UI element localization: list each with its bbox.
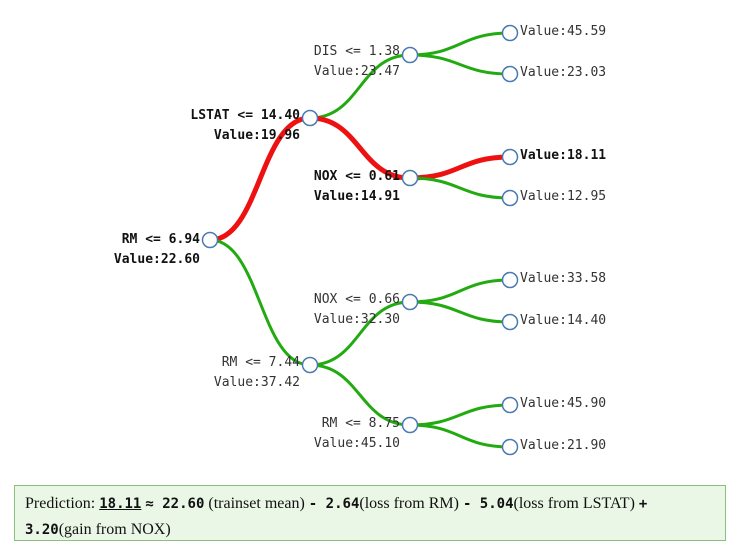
node-l2-label: Value:23.03 [520,65,606,80]
node-l2[interactable] [501,65,519,83]
node-l5-label: Value:33.58 [520,271,606,286]
node-n11[interactable] [401,46,419,64]
edge-n21-l5 [408,278,512,304]
node-root-label: RM <= 6.94 [122,232,200,247]
node-l7-label: Value:45.90 [520,396,606,411]
edge-n22-l8 [408,423,512,449]
prediction-label: Prediction: [25,495,96,512]
node-root-value: Value:22.60 [114,252,200,267]
loss-lstat-value: - 5.04 [462,496,514,512]
node-n22-label: RM <= 8.75 [322,416,400,431]
loss-rm-text: (loss from RM) [359,495,459,512]
edge-n12-l4 [408,176,512,200]
edge-n22-l7 [408,403,512,427]
edge-n11-l1 [408,31,512,57]
node-l7[interactable] [501,396,519,414]
node-l6-label: Value:14.40 [520,313,606,328]
node-l4-label: Value:12.95 [520,189,606,204]
tree-nodes [201,24,519,456]
prediction-value: 18.11 [99,496,142,512]
node-root[interactable] [201,231,219,249]
trainset-mean-value: ≈ 22.60 [145,496,205,512]
tree-labels: RM <= 6.94 Value:22.60 LSTAT <= 14.40 Value… [114,24,606,453]
node-n12-value: Value:14.91 [314,189,400,204]
gain-nox-value: + 3.20 [25,496,648,538]
node-l8[interactable] [501,438,519,456]
node-n1-label: LSTAT <= 14.40 [190,108,300,123]
node-n21-value: Value:32.30 [314,312,400,327]
node-n21-label: NOX <= 0.66 [314,292,400,307]
gain-nox-text: (gain from NOX) [58,521,171,538]
node-l4[interactable] [501,189,519,207]
node-n21[interactable] [401,293,419,311]
loss-rm-value: - 2.64 [308,496,360,512]
trainset-mean-text: (trainset mean) [208,495,305,512]
edge-n1-n12 [307,115,413,181]
edge-n1-n11 [308,53,412,120]
node-n1[interactable] [301,109,319,127]
node-n11-label: DIS <= 1.38 [314,44,400,59]
edge-n2-n21 [308,300,412,367]
node-n22-value: Value:45.10 [314,436,400,451]
node-l3-label: Value:18.11 [520,148,606,163]
edge-root-n1 [207,115,313,243]
node-n2[interactable] [301,356,319,374]
node-n2-label: RM <= 7.44 [222,355,300,370]
node-l8-label: Value:21.90 [520,438,606,453]
edge-n2-n22 [308,363,412,427]
decision-tree: RM <= 6.94 Value:22.60 LSTAT <= 14.40 Value… [114,24,606,456]
loss-lstat-text: (loss from LSTAT) [513,495,635,512]
prediction-box: Prediction: 18.11 ≈ 22.60 (trainset mean… [14,485,726,541]
node-l1-label: Value:45.59 [520,24,606,39]
node-l3[interactable] [501,148,519,166]
node-l6[interactable] [501,313,519,331]
tree-edges [207,31,513,449]
edge-root-n2 [208,238,312,367]
node-n2-value: Value:37.42 [214,375,300,390]
edge-n12-l3 [407,154,513,181]
node-n12-label: NOX <= 0.61 [314,169,400,184]
node-l5[interactable] [501,271,519,289]
edge-n21-l6 [408,300,512,324]
node-n1-value: Value:19.96 [214,128,300,143]
node-l1[interactable] [501,24,519,42]
edge-n11-l2 [408,53,512,76]
node-n11-value: Value:23.47 [314,64,400,79]
node-n12[interactable] [401,169,419,187]
node-n22[interactable] [401,416,419,434]
